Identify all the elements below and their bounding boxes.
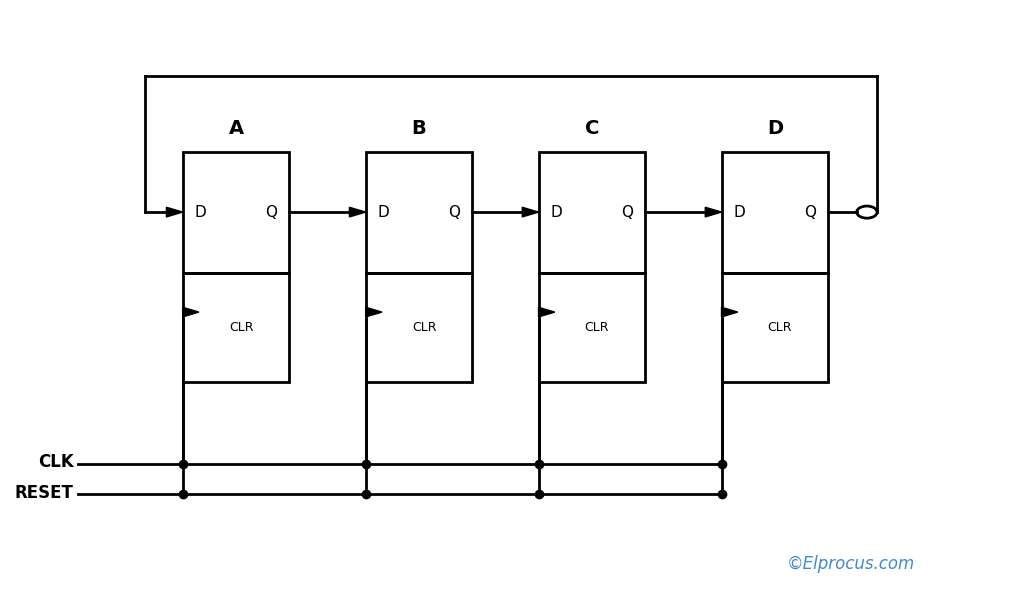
Text: CLR: CLR: [412, 321, 436, 334]
Text: Q: Q: [449, 205, 460, 219]
Polygon shape: [366, 307, 382, 317]
Polygon shape: [539, 307, 555, 317]
Polygon shape: [167, 207, 182, 217]
Polygon shape: [722, 307, 738, 317]
Text: ©Elprocus.com: ©Elprocus.com: [787, 554, 915, 573]
Polygon shape: [349, 207, 366, 217]
Text: B: B: [412, 119, 426, 138]
Text: RESET: RESET: [14, 484, 74, 502]
Text: D: D: [734, 205, 745, 219]
Text: D: D: [551, 205, 562, 219]
Text: D: D: [378, 205, 389, 219]
Polygon shape: [182, 307, 199, 317]
Text: D: D: [195, 205, 207, 219]
Text: Q: Q: [622, 205, 633, 219]
Polygon shape: [706, 207, 722, 217]
Text: D: D: [767, 119, 783, 138]
Text: Q: Q: [265, 205, 278, 219]
Text: Q: Q: [804, 205, 816, 219]
Text: CLR: CLR: [768, 321, 793, 334]
Text: CLK: CLK: [38, 453, 74, 471]
Text: C: C: [585, 119, 599, 138]
Text: A: A: [228, 119, 244, 138]
Text: CLR: CLR: [229, 321, 253, 334]
Polygon shape: [522, 207, 539, 217]
Text: CLR: CLR: [585, 321, 609, 334]
